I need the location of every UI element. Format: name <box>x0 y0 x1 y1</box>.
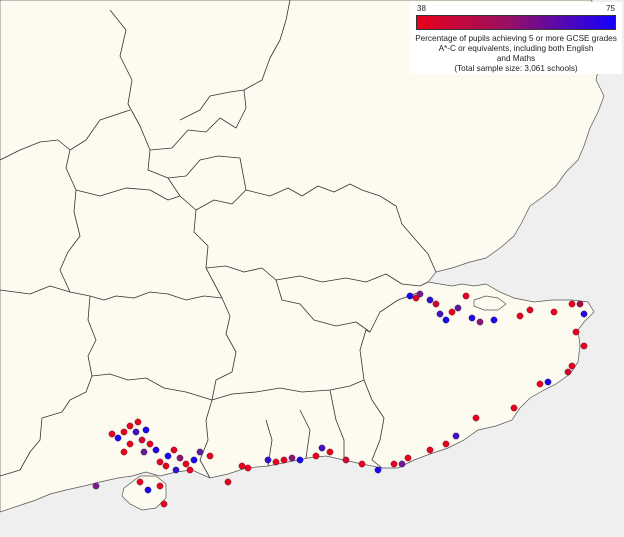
legend-min-label: 38 <box>417 4 426 13</box>
legend-max-label: 75 <box>606 4 615 13</box>
legend-scale-labels: 38 75 <box>414 2 618 14</box>
legend-title-line-2: A*-C or equivalents, including both Engl… <box>438 44 594 53</box>
legend-caption: Percentage of pupils achieving 5 or more… <box>414 34 618 74</box>
legend-color-bar <box>416 15 616 30</box>
land-mass <box>0 0 605 513</box>
legend-title-line-3: and Maths <box>496 54 536 63</box>
school-dots <box>92 290 588 508</box>
legend-title-line-1: Percentage of pupils achieving 5 or more… <box>415 34 617 43</box>
legend-sample-note: (Total sample size: 3,061 schools) <box>454 64 578 73</box>
county-boundaries <box>0 0 437 479</box>
sheppey-island <box>473 295 507 311</box>
map-legend: 38 75 Percentage of pupils achieving 5 o… <box>410 2 622 74</box>
